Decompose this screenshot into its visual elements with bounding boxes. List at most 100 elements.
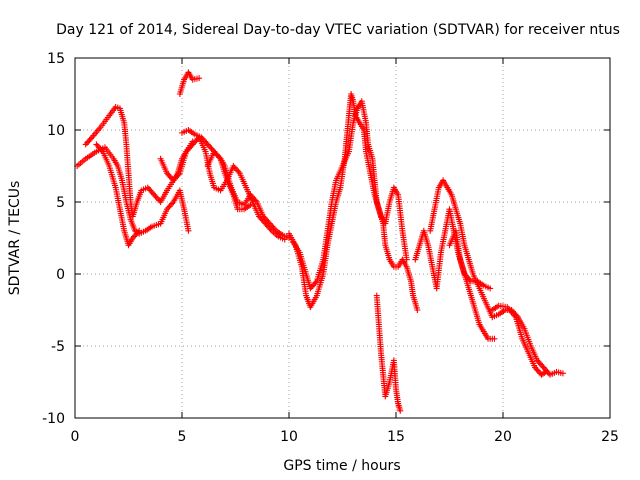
data-point — [465, 275, 472, 282]
data-point — [269, 223, 276, 230]
series-track-i — [290, 98, 410, 292]
series-track-m — [446, 227, 494, 292]
x-tick-label: 5 — [178, 429, 187, 445]
data-point — [247, 201, 254, 208]
data-point — [155, 196, 162, 203]
data-point — [144, 184, 151, 191]
data-point — [268, 222, 275, 229]
data-point — [196, 75, 203, 82]
x-tick-label: 10 — [280, 429, 298, 445]
data-point — [152, 193, 159, 200]
data-point — [174, 173, 181, 180]
data-point — [541, 369, 548, 376]
x-tick-label: 25 — [601, 429, 619, 445]
data-point — [164, 170, 171, 177]
data-point — [183, 148, 190, 155]
data-point — [169, 200, 176, 207]
data-point — [462, 272, 469, 279]
data-point — [200, 137, 207, 144]
x-tick-label: 0 — [71, 429, 80, 445]
data-point — [261, 214, 268, 221]
data-point — [265, 219, 272, 226]
series-track-g — [176, 69, 203, 97]
data-point — [192, 138, 199, 145]
y-tick-label: -10 — [42, 411, 65, 427]
data-point — [167, 201, 174, 208]
data-point — [83, 139, 90, 146]
data-point — [262, 216, 269, 223]
data-point — [532, 364, 539, 371]
data-point — [312, 279, 319, 286]
series-track-j — [373, 292, 404, 414]
data-point — [85, 138, 92, 145]
data-point — [189, 141, 196, 148]
data-point — [148, 188, 155, 195]
data-point — [309, 282, 316, 289]
data-point — [151, 191, 158, 198]
data-point — [535, 368, 542, 375]
data-point — [491, 335, 498, 342]
x-tick-label: 15 — [387, 429, 405, 445]
grid — [75, 58, 610, 418]
data-point — [166, 203, 173, 210]
data-point — [251, 196, 258, 203]
data-point — [149, 190, 156, 197]
data-point — [175, 171, 182, 178]
data-point — [170, 177, 177, 184]
data-point — [535, 358, 542, 365]
plot-frame — [74, 57, 611, 419]
data-point — [166, 173, 173, 180]
data-point — [230, 163, 237, 169]
data-point — [213, 151, 220, 158]
data-point — [153, 194, 160, 201]
axis-ticks: 0 5 10 15 20 25 -10 -5 0 5 10 15 — [42, 51, 619, 445]
data-point — [307, 285, 314, 292]
data-point — [132, 232, 139, 239]
x-tick-label: 20 — [494, 429, 512, 445]
data-point — [97, 145, 104, 152]
data-point — [133, 230, 140, 237]
data-point — [538, 361, 545, 368]
data-point — [190, 139, 197, 146]
data-point — [266, 220, 273, 227]
data-point — [95, 144, 102, 151]
data-point — [129, 235, 136, 241]
data-point — [188, 142, 195, 149]
data-point — [541, 366, 548, 373]
data-point — [231, 164, 238, 171]
chart-title: Day 121 of 2014, Sidereal Day-to-day VTE… — [56, 22, 620, 38]
data-point — [397, 407, 404, 414]
y-axis-label: SDTVAR / TECUs — [7, 181, 23, 296]
data-point — [134, 229, 141, 236]
data-point — [403, 256, 410, 263]
data-point — [199, 135, 206, 142]
data-point — [264, 217, 271, 224]
data-point — [171, 175, 178, 182]
data-point — [146, 186, 153, 193]
y-tick-label: 10 — [47, 123, 65, 139]
data-point — [252, 197, 259, 204]
y-tick-label: 0 — [56, 267, 65, 283]
data-point — [131, 233, 138, 240]
data-point — [270, 224, 277, 231]
data-point — [540, 364, 547, 371]
data-point — [204, 141, 211, 148]
series-track-f — [204, 148, 254, 213]
data-point — [464, 273, 471, 280]
series-track-h — [286, 91, 421, 313]
data-point — [539, 363, 546, 370]
data-point — [98, 147, 105, 154]
data-point — [466, 276, 473, 283]
data-point — [250, 194, 257, 201]
data-point — [147, 187, 154, 194]
data-point — [165, 171, 172, 178]
data-point — [187, 144, 194, 151]
data-point — [461, 271, 468, 277]
data-points — [74, 69, 566, 414]
y-tick-label: -5 — [51, 339, 65, 355]
data-point — [165, 204, 172, 211]
data-point — [311, 281, 318, 288]
